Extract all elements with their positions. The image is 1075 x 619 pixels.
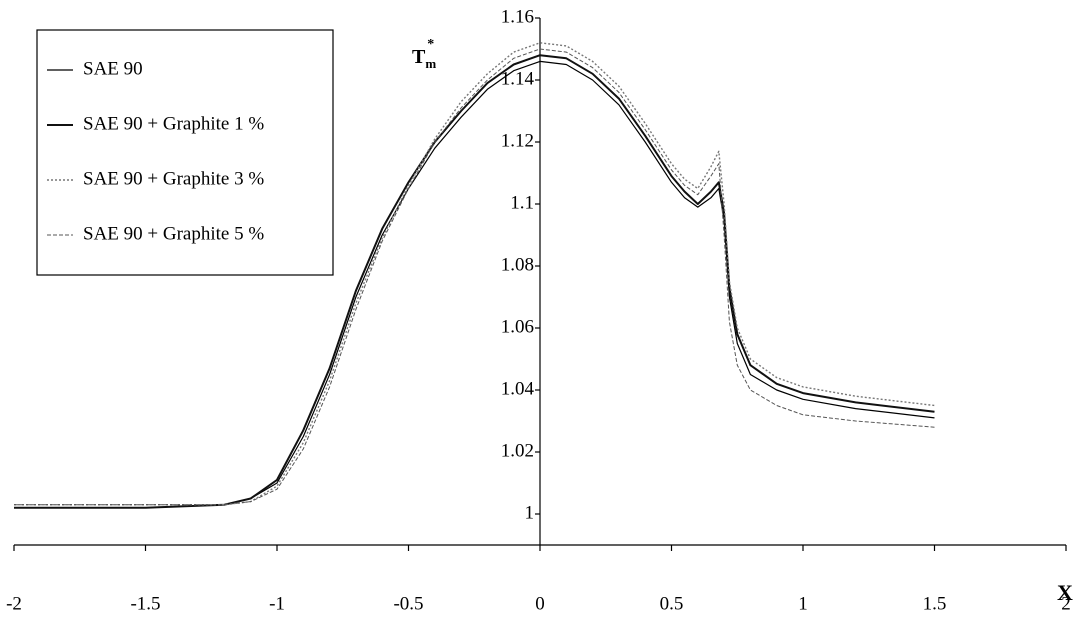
- y-tick-label: 1.08: [501, 254, 534, 275]
- y-tick-label: 1.06: [501, 316, 534, 337]
- y-axis-label: Tm *: [412, 37, 436, 71]
- y-tick-label: 1.02: [501, 440, 534, 461]
- y-tick-label: 1: [525, 502, 535, 523]
- legend-label: SAE 90: [83, 58, 143, 79]
- x-tick-label: -1: [269, 593, 285, 614]
- y-tick-label: 1.14: [501, 68, 535, 89]
- legend-box: [36, 29, 334, 276]
- series-line: [14, 42, 935, 506]
- series-line: [14, 54, 935, 509]
- x-tick-label: 2: [1061, 593, 1071, 614]
- y-label-base: T: [412, 46, 426, 68]
- x-tick-label: -1.5: [130, 593, 160, 614]
- x-tick-label: 1.5: [923, 593, 947, 614]
- y-tick-label: 1.1: [510, 192, 534, 213]
- legend-label: SAE 90 + Graphite 5 %: [83, 223, 264, 244]
- y-tick-label: 1.04: [501, 378, 535, 399]
- y-label-sup: *: [427, 37, 434, 52]
- y-label-sub: m: [425, 56, 436, 71]
- y-tick-label: 1.16: [501, 6, 534, 27]
- x-axis-label: X: [1057, 580, 1073, 605]
- series-line: [14, 48, 935, 506]
- x-tick-label: -0.5: [393, 593, 423, 614]
- x-tick-label: 0.5: [660, 593, 684, 614]
- x-tick-label: 0: [535, 593, 545, 614]
- series-line: [14, 60, 935, 509]
- legend-label: SAE 90 + Graphite 1 %: [83, 113, 264, 134]
- x-tick-label: 1: [798, 593, 808, 614]
- legend-label: SAE 90 + Graphite 3 %: [83, 168, 264, 189]
- y-tick-label: 1.12: [501, 130, 534, 151]
- x-tick-label: -2: [6, 593, 22, 614]
